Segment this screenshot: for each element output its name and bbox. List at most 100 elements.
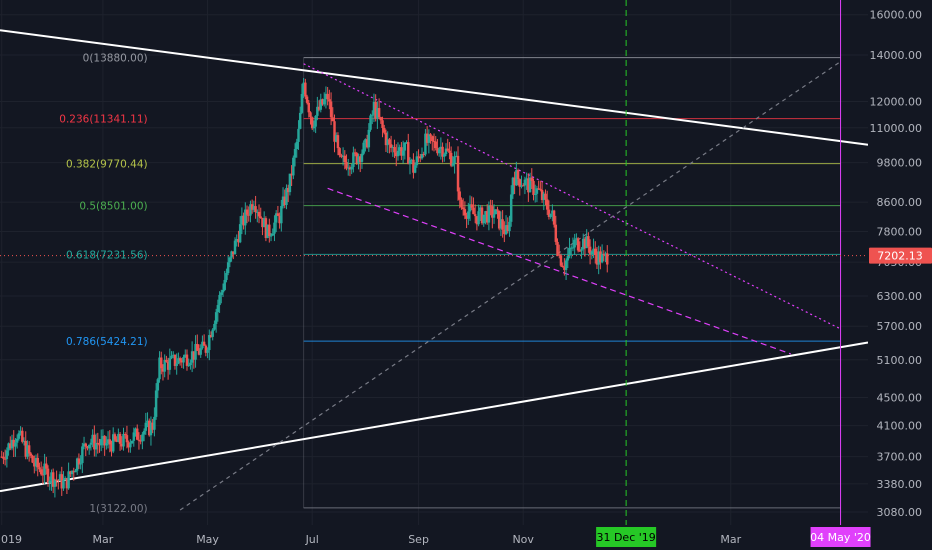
candle-body <box>235 239 238 241</box>
candle-body <box>473 214 477 217</box>
candle-body <box>324 93 328 100</box>
candle-body <box>307 102 311 113</box>
candle-body <box>582 238 585 250</box>
candle-body <box>259 216 262 218</box>
candle-body <box>156 379 160 391</box>
candle-body <box>72 470 75 473</box>
time-tick-label: 2019 <box>0 533 22 546</box>
candle-body <box>338 148 341 156</box>
candle-body <box>437 149 441 154</box>
candle-body <box>187 365 190 367</box>
candle-body <box>497 210 501 229</box>
time-axis-panel[interactable] <box>0 525 932 550</box>
candle-body <box>326 93 329 100</box>
candle-body <box>180 360 184 363</box>
candle-body <box>9 443 12 449</box>
candle-body <box>456 155 460 192</box>
candle-body <box>525 178 528 180</box>
vertical-marker-label: 31 Dec '19 <box>596 531 655 544</box>
last-price-box <box>869 247 932 264</box>
candle-body <box>425 133 429 143</box>
candle-body <box>410 159 413 161</box>
candle-body <box>492 214 496 218</box>
price-tick-label: 4500.00 <box>877 392 923 405</box>
fibonacci-retracement[interactable]: 0(13880.00) 0.236(11341.11) 0.382(9770.44)… <box>59 53 841 515</box>
candle-body <box>87 444 91 449</box>
candle-body <box>407 142 410 165</box>
candle-body <box>427 134 431 143</box>
candle-body <box>21 430 24 442</box>
candle-body <box>226 262 230 274</box>
price-tick-label: 14000.00 <box>870 49 923 62</box>
candle-body <box>120 443 124 447</box>
candle-body <box>237 239 240 243</box>
candle-body <box>551 210 554 214</box>
candle-body <box>22 440 26 442</box>
vertical-marker-badge: 04 May '20 <box>810 527 871 547</box>
fib-level-label: 0(13880.00) <box>83 53 148 65</box>
price-tick-label: 3080.00 <box>877 506 923 519</box>
candle-body <box>403 142 407 151</box>
candle-body <box>86 446 89 449</box>
price-tick-label: 3380.00 <box>877 478 923 491</box>
vertical-marker-box <box>596 527 657 547</box>
candle-body <box>569 247 573 249</box>
time-axis[interactable]: 2019 Mar May Jul Sep Nov Mar <box>0 533 742 546</box>
candle-body <box>91 434 94 443</box>
trend-lines[interactable] <box>0 29 869 511</box>
candle-body <box>455 155 458 157</box>
candle-body <box>290 173 293 176</box>
candle-body <box>190 351 194 363</box>
candle-body <box>269 235 273 237</box>
candle-body <box>312 126 316 129</box>
candle-body <box>249 204 252 216</box>
candle-body <box>463 209 467 216</box>
candle-body <box>214 312 218 324</box>
candle-body <box>479 207 482 212</box>
candle-body <box>489 205 492 207</box>
time-tick-label: May <box>196 533 219 546</box>
candle-body <box>184 354 187 357</box>
candle-body <box>74 470 77 473</box>
vertical-markers[interactable] <box>625 0 842 525</box>
price-axis-panel[interactable] <box>868 0 932 550</box>
candle-body <box>285 187 288 206</box>
fib-level-label: 0.5(8501.00) <box>79 201 147 213</box>
candle-body <box>477 211 480 225</box>
candle-body <box>197 350 201 355</box>
candle-body <box>441 146 444 157</box>
trend-line[interactable] <box>327 187 792 355</box>
candle-body <box>389 144 393 148</box>
candle-body <box>369 115 372 130</box>
candle-body <box>576 238 580 251</box>
candle-body <box>196 343 199 351</box>
candle-body <box>177 358 180 364</box>
candle-body <box>113 434 117 440</box>
candle-body <box>395 152 398 157</box>
candle-body <box>391 147 395 149</box>
candle-body <box>185 354 189 366</box>
candle-body <box>238 224 242 243</box>
candle-body <box>81 446 84 464</box>
trend-line[interactable] <box>0 29 869 146</box>
trend-line[interactable] <box>0 341 869 493</box>
candle-body <box>422 154 425 156</box>
candle-body <box>144 422 148 431</box>
candle-body <box>334 135 338 142</box>
candle-body <box>182 356 185 363</box>
trend-line[interactable] <box>179 61 841 511</box>
candle-body <box>329 101 333 118</box>
candle-body <box>141 434 144 442</box>
candle-body <box>161 368 165 372</box>
candle-body <box>75 458 79 471</box>
candle-body <box>580 249 583 251</box>
candle-body <box>256 211 259 213</box>
candle-body <box>173 354 177 366</box>
candle-body <box>515 170 518 186</box>
price-tick-label: 8600.00 <box>877 196 923 209</box>
candle-body <box>503 229 506 235</box>
candle-body <box>379 117 383 121</box>
candle-body <box>523 179 527 186</box>
candle-body <box>491 206 494 218</box>
